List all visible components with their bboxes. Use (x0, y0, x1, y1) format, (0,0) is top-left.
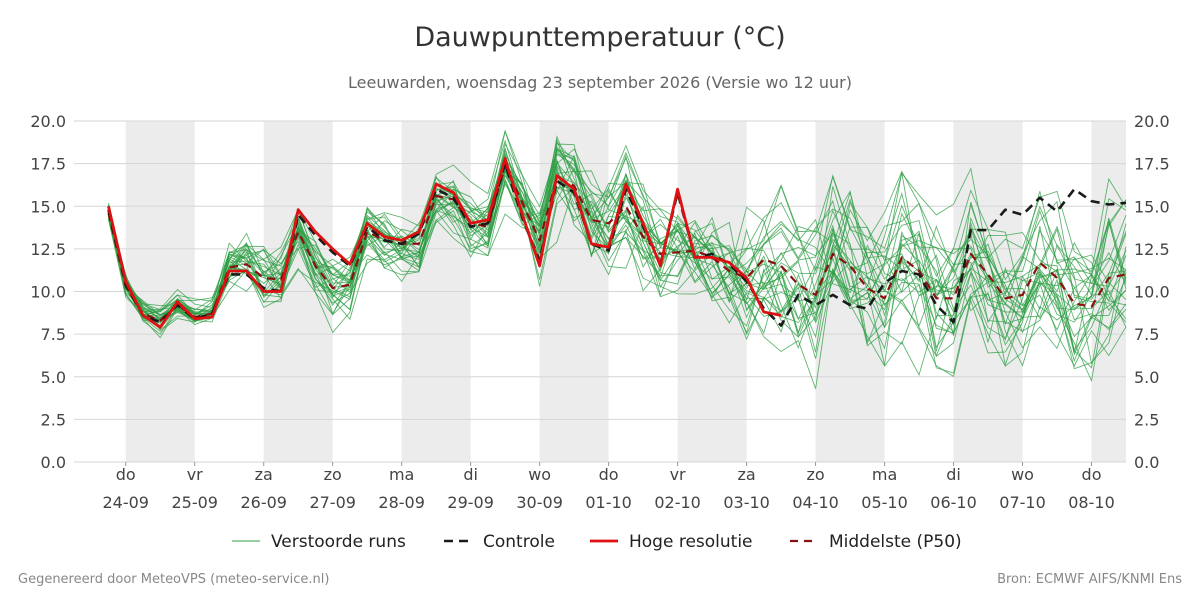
x-tick-date: 26-09 (240, 493, 287, 512)
y-tick-label-left: 2.5 (41, 410, 66, 429)
x-tick-date: 27-09 (309, 493, 356, 512)
x-tick-day: za (737, 465, 755, 484)
ensemble-member-line (108, 168, 1127, 335)
legend-label: Controle (483, 532, 555, 552)
y-tick-label-right: 15.0 (1134, 197, 1170, 216)
x-tick-date: 30-09 (516, 493, 563, 512)
y-tick-label-left: 12.5 (30, 240, 66, 259)
x-tick-date: 02-10 (654, 493, 701, 512)
ensemble-member-line (108, 154, 1127, 357)
x-tick-day: ma (872, 465, 897, 484)
x-tick-date: 01-10 (585, 493, 632, 512)
x-tick-date: 25-09 (171, 493, 218, 512)
x-tick-day: di (463, 465, 478, 484)
x-tick-day: ma (389, 465, 414, 484)
footer-source: Bron: ECMWF AIFS/KNMI Ens (997, 572, 1182, 587)
y-tick-label-right: 20.0 (1134, 112, 1170, 131)
x-tick-day: do (599, 465, 619, 484)
ensemble-member-line (108, 165, 1127, 367)
y-tick-label-left: 10.0 (30, 283, 66, 302)
y-tick-label-left: 15.0 (30, 197, 66, 216)
y-tick-label-right: 12.5 (1134, 240, 1170, 259)
legend-label: Middelste (P50) (829, 532, 962, 552)
footer-generated-by: Gegenereerd door MeteoVPS (meteo-service… (18, 572, 330, 587)
legend-label: Hoge resolutie (629, 532, 753, 552)
x-tick-date: 04-10 (792, 493, 839, 512)
ensemble-member-line (108, 166, 1127, 369)
y-tick-label-left: 7.5 (41, 325, 66, 344)
x-tick-day: di (946, 465, 961, 484)
ensemble-member-line (108, 141, 1127, 346)
y-tick-label-left: 20.0 (30, 112, 66, 131)
x-tick-day: wo (528, 465, 551, 484)
ensemble-member-line (108, 153, 1127, 334)
x-tick-date: 05-10 (861, 493, 908, 512)
x-tick-day: wo (1011, 465, 1034, 484)
x-tick-day: do (116, 465, 136, 484)
x-tick-date: 29-09 (447, 493, 494, 512)
ensemble-member-line (108, 151, 1127, 367)
x-tick-date: 24-09 (102, 493, 149, 512)
series-line-hoge-resolutie (107, 157, 782, 329)
x-tick-day: do (1082, 465, 1102, 484)
ensemble-member-line (108, 152, 1127, 347)
x-tick-day: zo (324, 465, 342, 484)
y-tick-label-left: 0.0 (41, 453, 66, 472)
legend-label: Verstoorde runs (271, 532, 406, 552)
x-tick-day: vr (670, 465, 686, 484)
ensemble-member-line (108, 135, 1127, 389)
y-tick-label-right: 10.0 (1134, 283, 1170, 302)
x-tick-day: zo (806, 465, 824, 484)
y-tick-label-right: 17.5 (1134, 155, 1170, 174)
ensemble-member-line (108, 164, 1127, 312)
y-tick-label-left: 17.5 (30, 155, 66, 174)
y-tick-label-right: 0.0 (1134, 453, 1159, 472)
x-tick-day: za (255, 465, 273, 484)
chart-subtitle: Leeuwarden, woensdag 23 september 2026 (… (348, 73, 852, 92)
y-tick-label-right: 2.5 (1134, 410, 1159, 429)
chart-title: Dauwpunttemperatuur (°C) (414, 22, 786, 53)
y-tick-label-left: 5.0 (41, 368, 66, 387)
y-tick-label-right: 7.5 (1134, 325, 1159, 344)
x-tick-date: 06-10 (930, 493, 977, 512)
x-tick-date: 28-09 (378, 493, 425, 512)
x-tick-date: 07-10 (999, 493, 1046, 512)
ensemble-member-line (108, 148, 1127, 335)
x-tick-date: 03-10 (723, 493, 770, 512)
x-tick-date: 08-10 (1068, 493, 1115, 512)
ensemble-member-line (108, 148, 1127, 356)
y-tick-label-right: 5.0 (1134, 368, 1159, 387)
x-tick-day: vr (187, 465, 203, 484)
